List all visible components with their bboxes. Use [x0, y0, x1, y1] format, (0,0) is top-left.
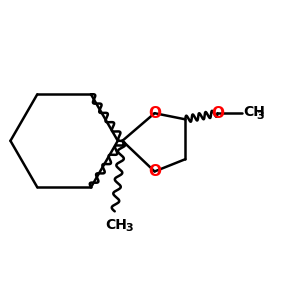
Text: O: O — [211, 106, 224, 121]
Text: 3: 3 — [256, 111, 264, 121]
Text: 3: 3 — [125, 223, 133, 233]
Text: CH: CH — [244, 105, 266, 119]
Text: O: O — [148, 164, 161, 179]
Text: O: O — [148, 106, 161, 121]
Text: CH: CH — [105, 218, 127, 232]
